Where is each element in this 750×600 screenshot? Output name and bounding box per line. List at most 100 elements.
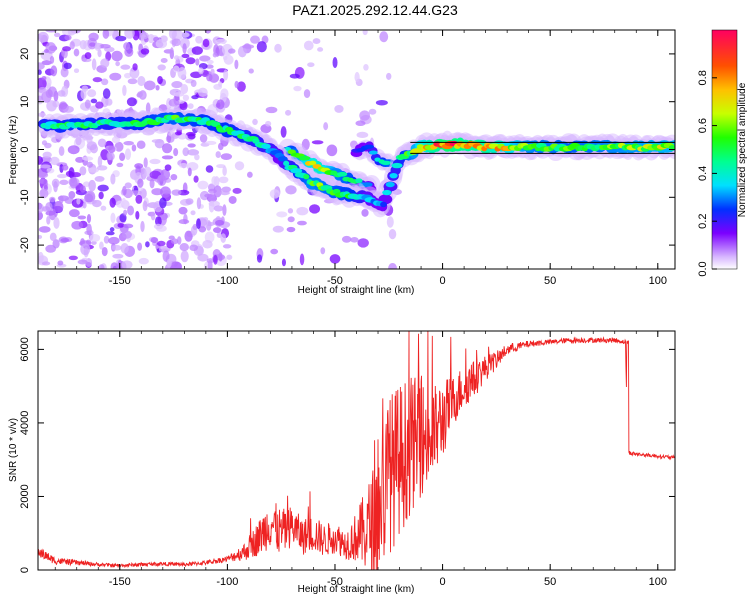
x-tick-label: 100 (649, 275, 667, 287)
noise-blob (180, 83, 189, 94)
noise-blob (187, 143, 196, 148)
main-ridge-core (389, 172, 398, 179)
noise-blob (53, 201, 64, 213)
noise-blob (161, 155, 174, 160)
noise-blob (64, 197, 74, 204)
noise-blob (187, 167, 192, 177)
noise-blob (109, 227, 115, 232)
y-tick-label: 4000 (19, 411, 31, 435)
snr-series-line (38, 331, 675, 570)
noise-blob (303, 89, 311, 98)
noise-blob (169, 261, 182, 269)
noise-blob (174, 55, 180, 61)
noise-blob (79, 166, 87, 176)
noise-blob (361, 209, 369, 217)
noise-blob (169, 47, 174, 60)
noise-blob (137, 178, 144, 188)
noise-blob (98, 264, 105, 269)
main-ridge-core (283, 160, 290, 167)
noise-blob (130, 190, 142, 195)
noise-blob (84, 52, 92, 59)
noise-blob (71, 220, 84, 230)
noise-blob (126, 97, 137, 107)
noise-blob (81, 57, 92, 63)
noise-blob (234, 80, 239, 89)
noise-blob (159, 197, 167, 209)
colorbar-tick-label: 0.6 (697, 118, 709, 133)
noise-blob (162, 250, 170, 262)
noise-blob (135, 210, 140, 220)
noise-blob (102, 30, 110, 39)
noise-blob (73, 48, 80, 57)
noise-blob (58, 195, 64, 204)
noise-blob (166, 258, 172, 268)
noise-blob (250, 35, 260, 44)
y-tick-label: 10 (19, 96, 31, 108)
noise-blob (217, 142, 224, 151)
noise-blob (171, 81, 183, 89)
noise-blob (269, 189, 280, 199)
noise-blob (60, 237, 70, 243)
noise-blob (100, 205, 107, 211)
noise-blob (92, 77, 103, 83)
noise-blob (153, 223, 164, 230)
noise-blob (137, 75, 146, 87)
noise-blob (94, 42, 101, 51)
noise-blob (285, 109, 292, 116)
noise-blob (199, 55, 211, 62)
noise-blob (136, 140, 146, 149)
noise-blob (46, 167, 55, 174)
noise-blob (80, 243, 91, 256)
noise-blob (139, 188, 147, 199)
x-tick-label: -150 (109, 275, 131, 287)
noise-blob (182, 147, 190, 157)
y-tick-label: -20 (19, 237, 31, 253)
noise-blob (265, 106, 278, 114)
noise-blob (140, 220, 145, 233)
noise-blob (47, 86, 57, 98)
x-tick-label: -50 (327, 576, 343, 588)
noise-blob (124, 72, 132, 79)
noise-blob (187, 133, 196, 140)
spectrogram-xlabel: Height of straight line (km) (298, 285, 415, 296)
noise-blob (197, 180, 209, 190)
colorbar-label: Normalized spectral amplitude (737, 82, 748, 217)
main-ridge-core (411, 148, 424, 154)
noise-blob (237, 46, 247, 58)
noise-blob (101, 78, 109, 86)
noise-blob (95, 101, 104, 109)
noise-blob (121, 260, 133, 269)
noise-blob (202, 239, 213, 249)
noise-blob (115, 61, 120, 67)
noise-blob (38, 226, 51, 233)
noise-blob (297, 220, 307, 226)
noise-blob (207, 188, 217, 194)
main-ridge-core (277, 156, 288, 162)
spectrogram-ylabel: Frequency (Hz) (8, 116, 19, 185)
noise-blob (184, 230, 193, 242)
noise-blob (198, 67, 204, 75)
noise-blob (248, 68, 254, 74)
noise-blob (157, 64, 166, 71)
noise-blob (202, 38, 210, 48)
noise-blob (198, 225, 207, 233)
noise-blob (307, 62, 315, 68)
noise-blob (97, 155, 103, 168)
noise-blob (101, 246, 108, 257)
noise-blob (111, 244, 122, 251)
noise-blob (86, 161, 93, 168)
main-ridge-core (391, 162, 403, 169)
noise-blob (115, 35, 127, 42)
noise-blob (386, 216, 394, 228)
noise-blob (173, 92, 185, 97)
noise-blob (187, 149, 200, 156)
noise-blob (92, 199, 102, 208)
noise-blob (160, 58, 168, 64)
noise-blob (38, 155, 44, 165)
noise-blob (281, 258, 286, 267)
noise-blob (196, 218, 201, 230)
noise-blob (119, 152, 126, 162)
noise-blob (89, 42, 96, 47)
noise-blob (123, 140, 134, 146)
noise-blob (50, 65, 58, 77)
